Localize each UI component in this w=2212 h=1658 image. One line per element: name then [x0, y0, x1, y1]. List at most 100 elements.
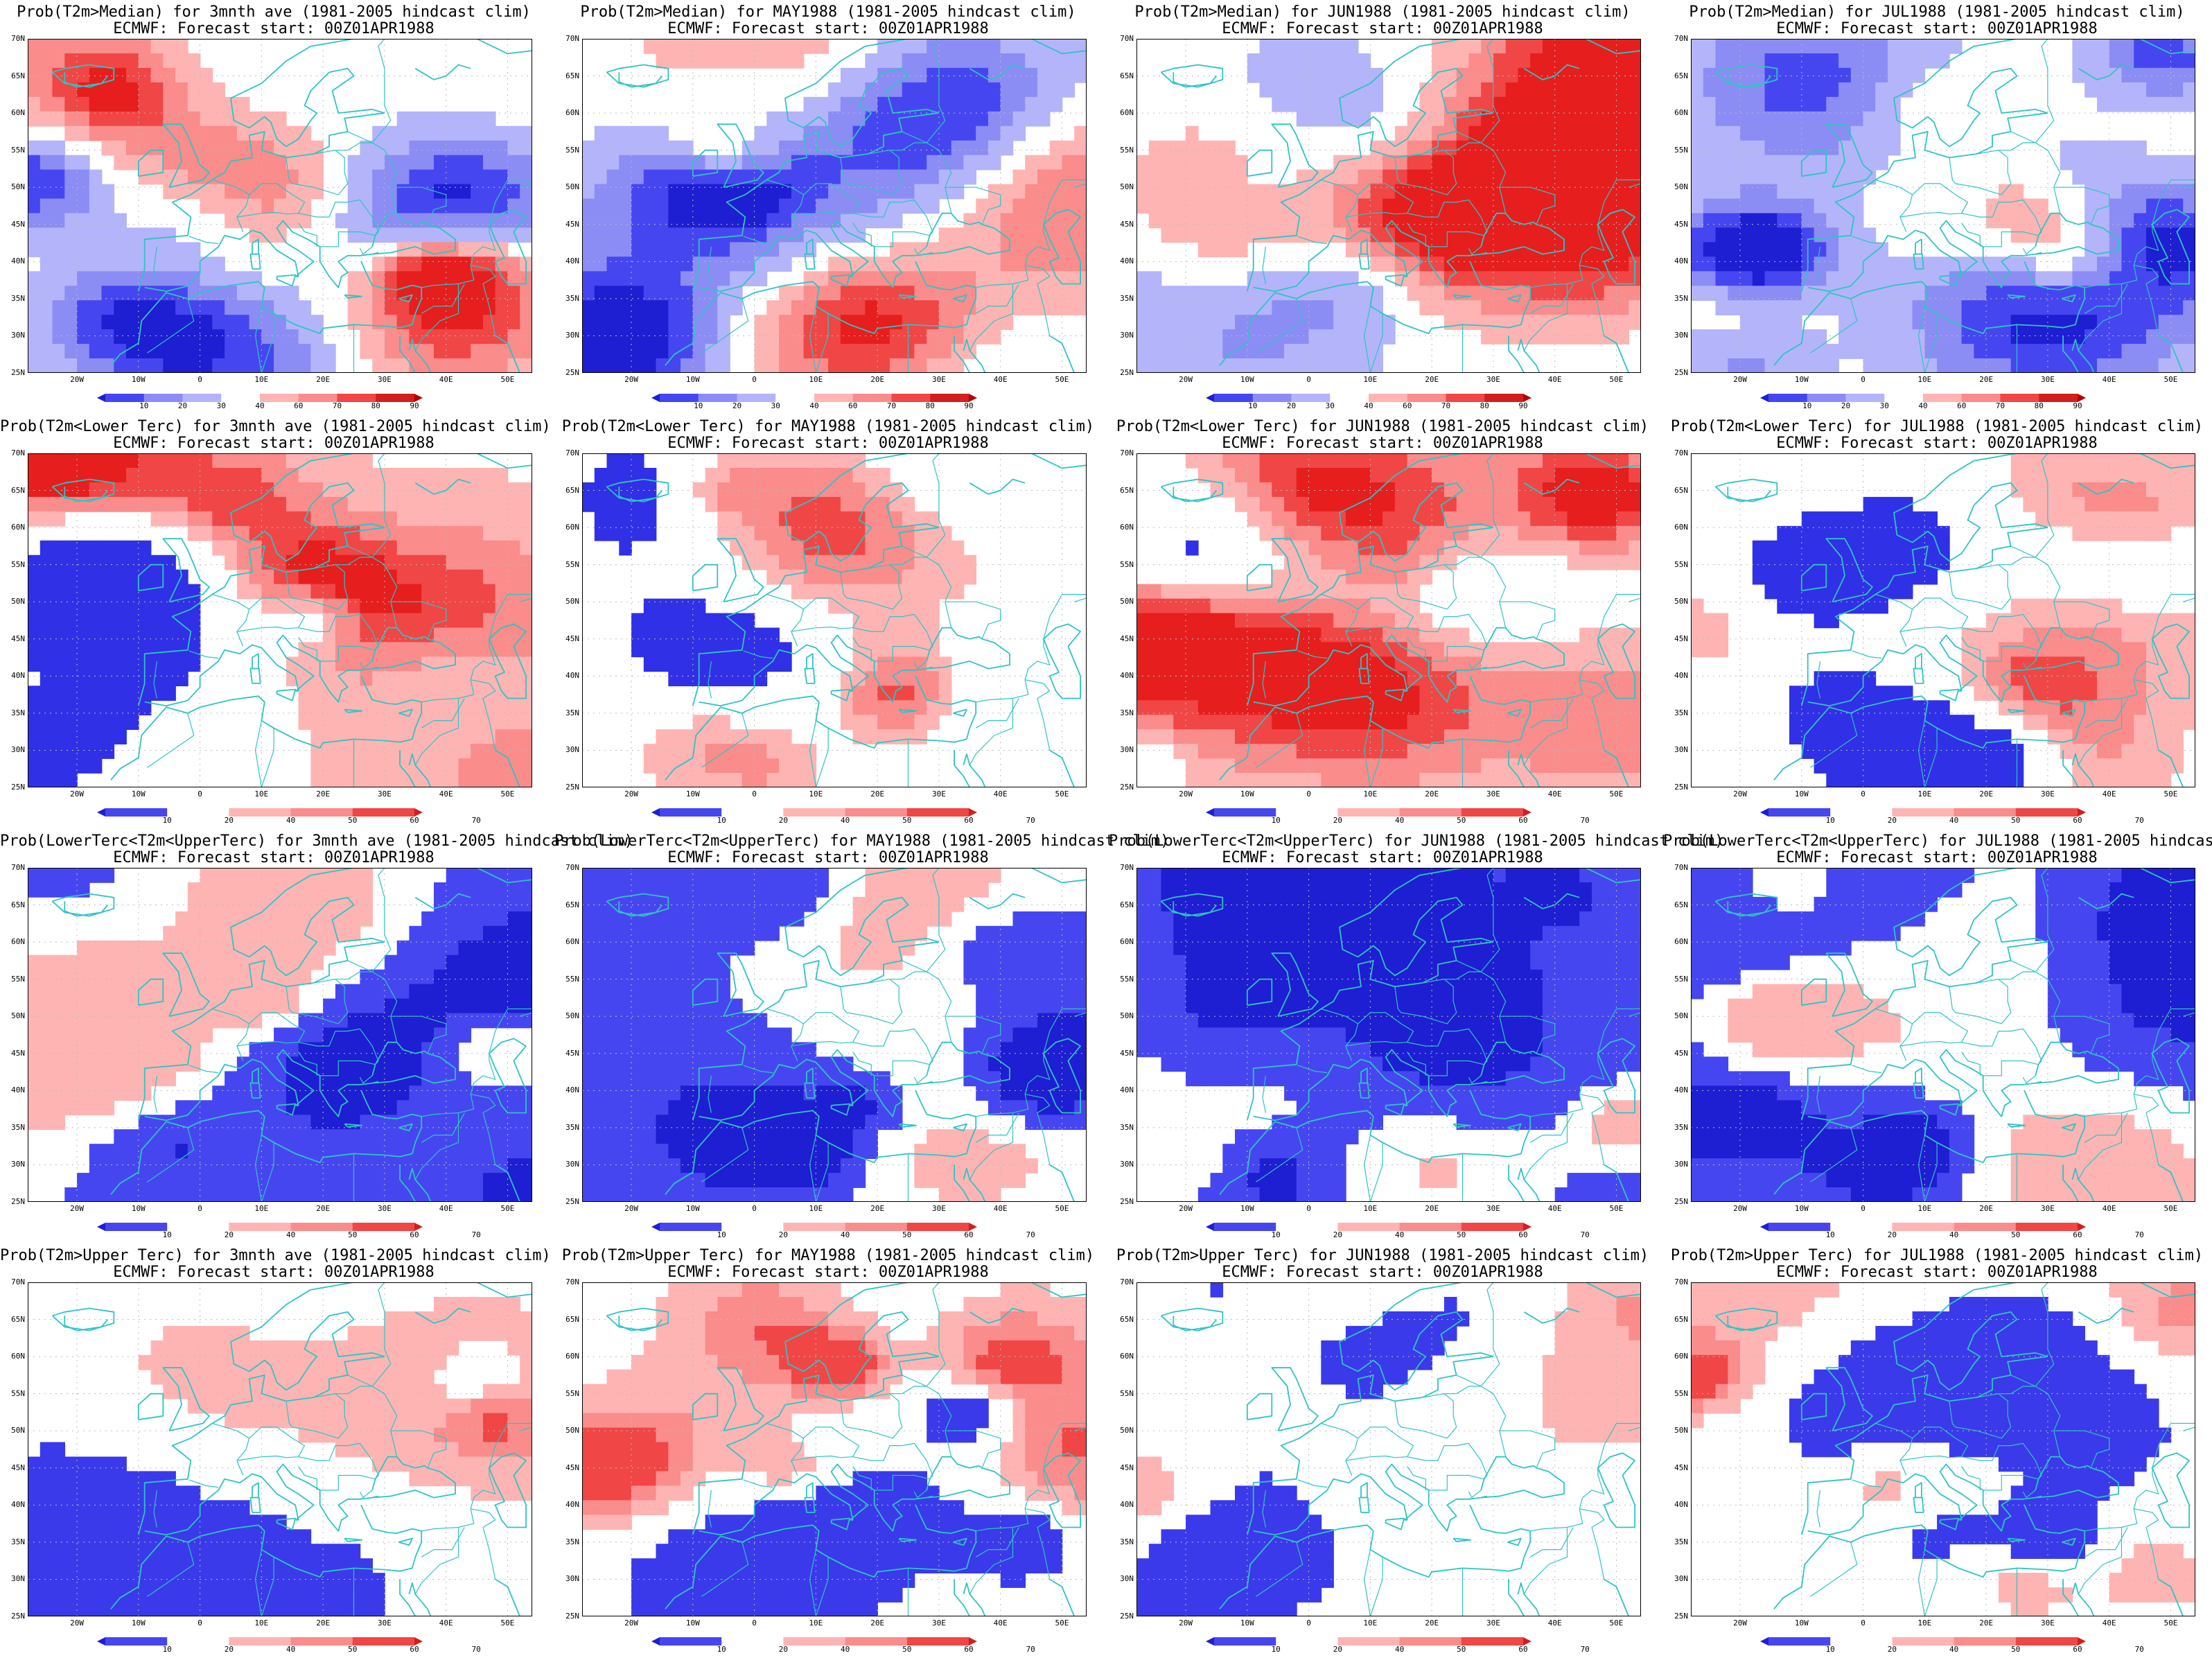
colorbar-swatches: [651, 1223, 977, 1231]
longitude-label: 20E: [1979, 375, 1994, 384]
colorbar-label: 70: [1026, 816, 1035, 825]
latitude-label: 40N: [565, 1500, 579, 1510]
longitude-label: 50E: [500, 789, 515, 799]
latitude-label: 70N: [1120, 863, 1134, 872]
colorbar-label: 10: [139, 401, 149, 410]
latitude-label: 25N: [11, 783, 25, 792]
colorbar-label: 60: [964, 1645, 974, 1654]
latitude-label: 55N: [565, 974, 579, 984]
longitude-label: 0: [752, 1618, 757, 1628]
colorbar-swatches: [1206, 808, 1531, 817]
colorbar-swatch: [97, 808, 105, 817]
panel-title: Prob(T2m>Upper Terc) for MAY1988 (1981-2…: [561, 1247, 1095, 1264]
longitude-label: 0: [1861, 1204, 1866, 1213]
colorbar-swatch: [352, 808, 415, 817]
colorbar-label: 40: [1949, 1230, 1959, 1239]
longitude-label: 10E: [1917, 1204, 1932, 1213]
probability-field: [28, 39, 532, 373]
colorbar-swatch: [2078, 1223, 2086, 1231]
map-panel: Prob(T2m>Upper Terc) for JUN1988 (1981-2…: [1109, 1244, 1656, 1657]
latitude-label: 60N: [11, 937, 25, 947]
colorbar-label: 80: [371, 401, 380, 410]
colorbar-label: 20: [1286, 401, 1297, 410]
panel-title: Prob(LowerTerc<T2m<UpperTerc) for 3mnth …: [0, 832, 633, 850]
colorbar-label: 40: [1949, 816, 1959, 825]
latitude-label: 70N: [1674, 448, 1688, 457]
latitude-label: 45N: [1674, 219, 1688, 229]
latitude-label: 65N: [565, 900, 579, 909]
colorbar: 10 20 30 40 60 70 80 90: [97, 392, 423, 412]
colorbar-label: 10: [1825, 816, 1835, 825]
colorbar-label: 10: [1271, 816, 1281, 825]
map-canvas: [1691, 868, 2195, 1202]
colorbar-swatch: [814, 394, 854, 402]
colorbar-swatch: [1884, 394, 1924, 402]
longitude-label: 20E: [1979, 1204, 1994, 1213]
latitude-label: 50N: [1674, 1011, 1688, 1021]
colorbar-swatch: [1337, 808, 1401, 817]
longitude-label: 0: [198, 789, 202, 799]
colorbar-label: 60: [1957, 401, 1967, 410]
coastlines: [1160, 39, 1641, 373]
longitude-label: 20W: [624, 1204, 638, 1213]
map-area: 70N 65N 60N 55N 50N 45N 40N 35N 30N 25N 20W 10W 0 10E…: [1674, 864, 2195, 1213]
colorbar: 10 20 40 50 60 70: [97, 1221, 481, 1241]
longitude-label: 20E: [316, 1204, 331, 1213]
latitude-label: 40N: [1120, 1085, 1134, 1095]
colorbar-label: 10: [1248, 401, 1258, 410]
colorbar-swatch: [845, 1223, 908, 1231]
longitude-label: 20W: [1733, 1204, 1747, 1213]
panel-subtitle: ECMWF: Forecast start: 00Z01APR1988: [113, 20, 434, 37]
graticule: [1136, 39, 1641, 373]
colorbar-swatch: [414, 1637, 423, 1646]
colorbar-swatch: [97, 1637, 105, 1646]
panel-title: Prob(T2m>Upper Terc) for JUL1988 (1981-2…: [1670, 1247, 2204, 1264]
colorbar-label: 70: [332, 401, 342, 410]
colorbar-swatch: [1845, 394, 1885, 402]
panel-title: Prob(T2m<Lower Terc) for 3mnth ave (1981…: [0, 418, 551, 435]
colorbar-label: 40: [286, 1230, 296, 1239]
longitude-label: 0: [1861, 1618, 1866, 1628]
colorbar-label: 70: [1026, 1645, 1035, 1654]
graticule: [28, 1282, 532, 1616]
colorbar-label: 20: [778, 1645, 789, 1654]
colorbar-label: 70: [1580, 816, 1590, 825]
latitude-label: 45N: [1120, 634, 1134, 643]
graticule: [28, 868, 532, 1202]
panel-subtitle: ECMWF: Forecast start: 00Z01APR1988: [113, 1264, 434, 1281]
longitude-label: 40E: [1547, 1618, 1562, 1628]
longitude-label: 50E: [500, 375, 515, 384]
colorbar-swatch: [1206, 1223, 1214, 1231]
latitude-label: 70N: [565, 863, 579, 872]
longitude-label: 20E: [1425, 375, 1439, 384]
colorbar-swatch: [105, 1223, 168, 1231]
colorbar-swatch: [167, 1637, 229, 1646]
latitude-label: 30N: [1674, 331, 1688, 340]
map-area: 70N 65N 60N 55N 50N 45N 40N 35N 30N 25N 20W 10W 0 10E…: [565, 864, 1087, 1213]
longitude-label: 20W: [624, 375, 638, 384]
latitude-label: 55N: [565, 1388, 579, 1398]
map-panel: Prob(T2m>Median) for JUN1988 (1981-2005 …: [1109, 0, 1656, 413]
latitude-label: 40N: [565, 256, 579, 266]
latitude-label: 55N: [1674, 559, 1688, 569]
colorbar-swatch: [1830, 808, 1893, 817]
colorbar-swatch: [414, 394, 423, 402]
latitude-label: 50N: [565, 182, 579, 192]
map-canvas: [1691, 39, 2195, 373]
coastlines: [1160, 1282, 1641, 1616]
colorbar-swatch: [1461, 1637, 1524, 1646]
longitude-label: 40E: [2102, 789, 2116, 799]
colorbar-label: 70: [1580, 1230, 1590, 1239]
map-area: 70N 65N 60N 55N 50N 45N 40N 35N 30N 25N 20W 10W 0 10E…: [565, 35, 1087, 384]
longitude-label: 20W: [70, 1204, 84, 1213]
latitude-label: 55N: [565, 145, 579, 155]
coastlines: [606, 1282, 1087, 1616]
longitude-label: 50E: [1055, 1618, 1069, 1628]
latitude-label: 70N: [565, 1277, 579, 1286]
colorbar-label: 70: [2134, 816, 2144, 825]
latitude-label: 30N: [565, 745, 579, 755]
colorbar-swatch: [1276, 1637, 1338, 1646]
latitude-label: 25N: [1674, 783, 1688, 792]
longitude-label: 20E: [1425, 789, 1439, 799]
